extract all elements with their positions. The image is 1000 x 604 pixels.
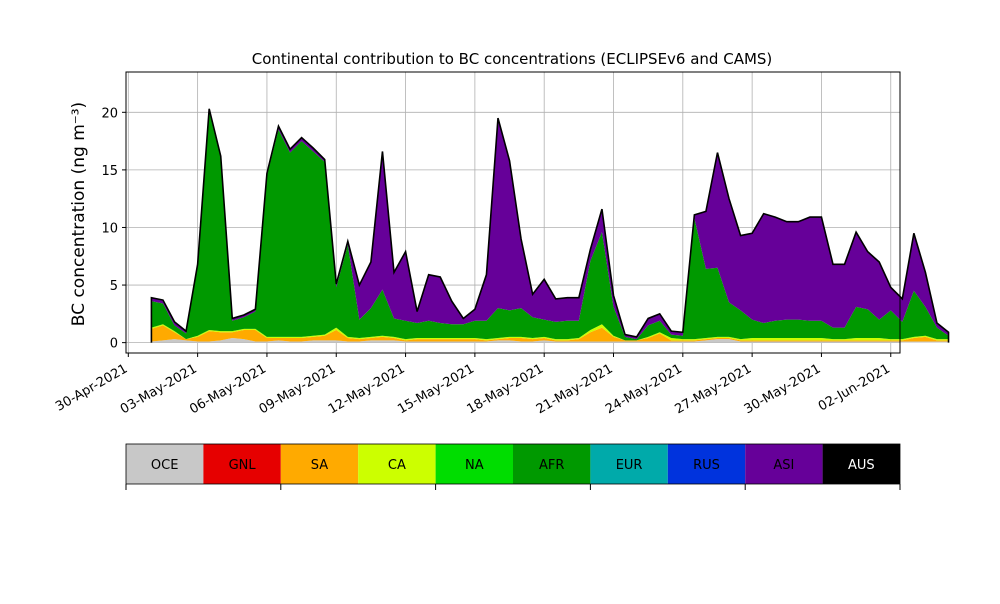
legend-swatch-rus <box>667 444 746 484</box>
x-tick-label: 30-May-2021 <box>742 361 824 417</box>
y-tick-label: 5 <box>110 279 118 294</box>
legend-swatch-afr <box>513 444 591 484</box>
y-tick-label: 0 <box>110 337 118 352</box>
y-tick-label: 10 <box>101 221 118 236</box>
legend-swatch-gnl <box>203 444 281 484</box>
legend-label: CA <box>388 458 406 473</box>
x-tick-label: 09-May-2021 <box>257 361 339 417</box>
y-tick-label: 20 <box>101 106 118 121</box>
legend-swatch-aus <box>822 444 900 484</box>
y-tick-label: 15 <box>101 164 118 179</box>
grid-lines <box>126 72 900 353</box>
legend-swatch-ca <box>358 444 436 484</box>
x-tick-label: 18-May-2021 <box>465 361 547 417</box>
area-asi <box>151 108 949 340</box>
legend-swatch-na <box>435 444 513 484</box>
x-tick-label: 21-May-2021 <box>534 361 616 417</box>
area-afr <box>151 111 949 341</box>
legend-swatch-oce <box>126 444 204 484</box>
legend-colorbar: OCE GNL SA CA NA AFR EUR RUS ASI AUS <box>125 443 901 490</box>
x-tick-label: 06-May-2021 <box>187 361 269 417</box>
legend-label: AFR <box>539 458 564 473</box>
chart-title: Continental contribution to BC concentra… <box>252 50 773 68</box>
legend-label: RUS <box>693 458 720 473</box>
x-ticks: 30-Apr-202103-May-202106-May-202109-May-… <box>53 353 893 417</box>
legend-label: OCE <box>151 458 179 473</box>
y-axis-label: BC concentration (ng m⁻³) <box>69 102 89 326</box>
x-tick-label: 12-May-2021 <box>326 361 408 417</box>
legend-swatch-asi <box>745 444 823 484</box>
plot-frame <box>125 71 901 354</box>
legend-label: EUR <box>616 458 643 473</box>
legend-label: ASI <box>773 458 794 473</box>
total-outline <box>150 108 950 343</box>
legend-swatch-eur <box>590 444 668 484</box>
legend-swatch-sa <box>280 444 359 484</box>
legend-label: GNL <box>229 458 257 473</box>
legend-label: NA <box>465 458 484 473</box>
x-tick-label: 27-May-2021 <box>672 361 754 417</box>
x-tick-label: 15-May-2021 <box>395 361 477 417</box>
legend-label: AUS <box>848 458 875 473</box>
x-tick-label: 03-May-2021 <box>118 361 200 417</box>
legend-frame <box>125 443 901 485</box>
area-series-group <box>150 108 950 343</box>
x-tick-label: 24-May-2021 <box>603 361 685 417</box>
y-ticks: 0 5 10 15 20 <box>101 106 126 352</box>
x-tick-label: 02-Jun-2021 <box>816 361 893 414</box>
legend-label: SA <box>311 458 328 473</box>
area-ca <box>151 324 949 341</box>
